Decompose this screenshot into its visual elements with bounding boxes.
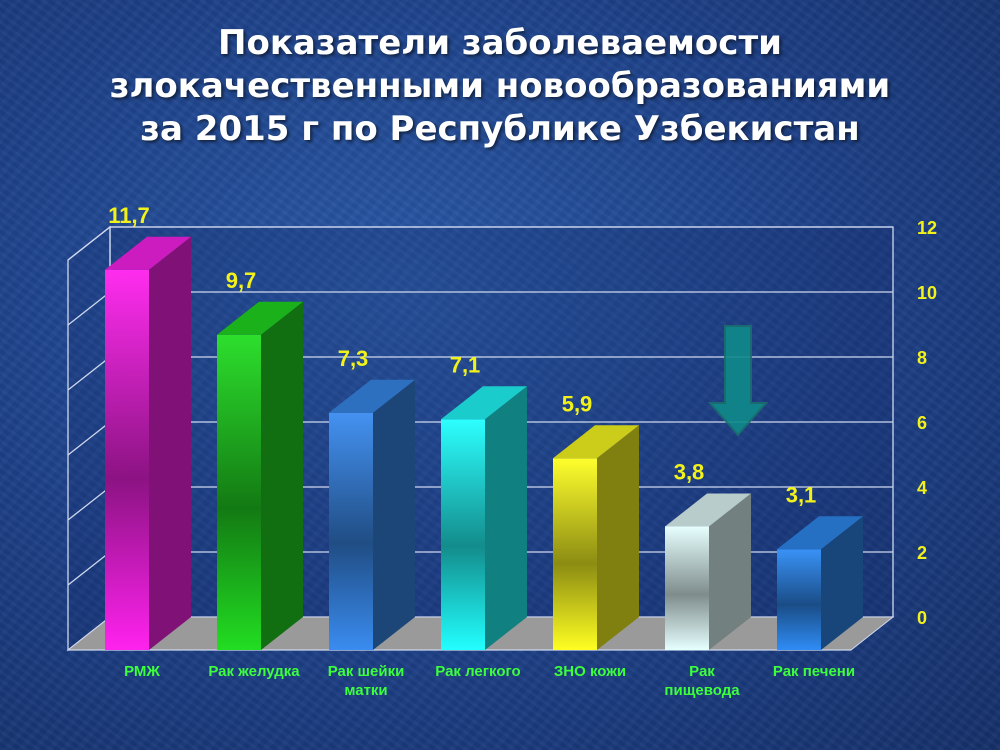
- bar-top: [553, 425, 639, 459]
- y-tick-label: 0: [917, 608, 927, 628]
- gridline-side: [67, 356, 111, 391]
- x-category-label: Рак желудка: [208, 663, 300, 680]
- bar-value-label: 7,3: [338, 346, 369, 371]
- bar-top: [217, 301, 303, 335]
- bar-front: [665, 526, 709, 650]
- bar-side: [261, 301, 303, 650]
- bar-value-label: 5,9: [562, 391, 593, 416]
- title-line-1: Показатели заболеваемости: [218, 23, 782, 63]
- y-tick-label: 6: [917, 413, 927, 433]
- gridline-side: [67, 551, 111, 586]
- bar-side: [149, 236, 191, 650]
- bar-top: [665, 493, 751, 527]
- title-line-3: за 2015 г по Республике Узбекистан: [140, 109, 860, 149]
- x-category-label: РМЖ: [124, 663, 160, 680]
- bar-front: [329, 412, 373, 650]
- x-category-label: Рак шейки: [328, 663, 405, 680]
- bar-top: [105, 236, 191, 270]
- y-tick-label: 12: [917, 218, 937, 238]
- gridline-side: [67, 421, 111, 456]
- x-category-label: матки: [344, 682, 387, 699]
- bar-value-label: 7,1: [450, 352, 481, 377]
- x-category-label: Рак: [689, 663, 715, 680]
- bar-top: [777, 516, 863, 550]
- bar-front: [553, 458, 597, 650]
- bar-side: [709, 493, 751, 650]
- bar-front: [777, 549, 821, 650]
- bar-value-label: 3,8: [674, 460, 705, 485]
- x-category-label: Рак печени: [773, 663, 855, 680]
- x-category-label: Рак легкого: [435, 663, 520, 680]
- x-category-label: ЗНО кожи: [554, 663, 626, 680]
- bar-side: [597, 425, 639, 650]
- chart-title: Показатели заболеваемости злокачественны…: [0, 22, 1000, 151]
- gridline-side: [67, 486, 111, 521]
- bar-side: [821, 516, 863, 650]
- bar-value-label: 3,1: [786, 482, 817, 507]
- bar-front: [441, 419, 485, 650]
- bar-front: [217, 334, 261, 650]
- y-tick-label: 8: [917, 348, 927, 368]
- y-tick-label: 4: [917, 478, 927, 498]
- bar-front: [105, 269, 149, 650]
- x-category-label: пищевода: [664, 682, 740, 699]
- bar-value-label: 11,7: [108, 203, 150, 228]
- down-arrow-icon: [707, 325, 769, 437]
- title-line-2: злокачественными новообразованиями: [109, 66, 891, 106]
- y-tick-label: 2: [917, 543, 927, 563]
- gridline-side: [67, 226, 111, 261]
- bar-top: [441, 386, 527, 420]
- y-tick-label: 10: [917, 283, 937, 303]
- bar-value-label: 9,7: [226, 268, 257, 293]
- bar-top: [329, 379, 415, 413]
- gridline-side: [67, 291, 111, 326]
- bar-side: [373, 379, 415, 650]
- bar-side: [485, 386, 527, 650]
